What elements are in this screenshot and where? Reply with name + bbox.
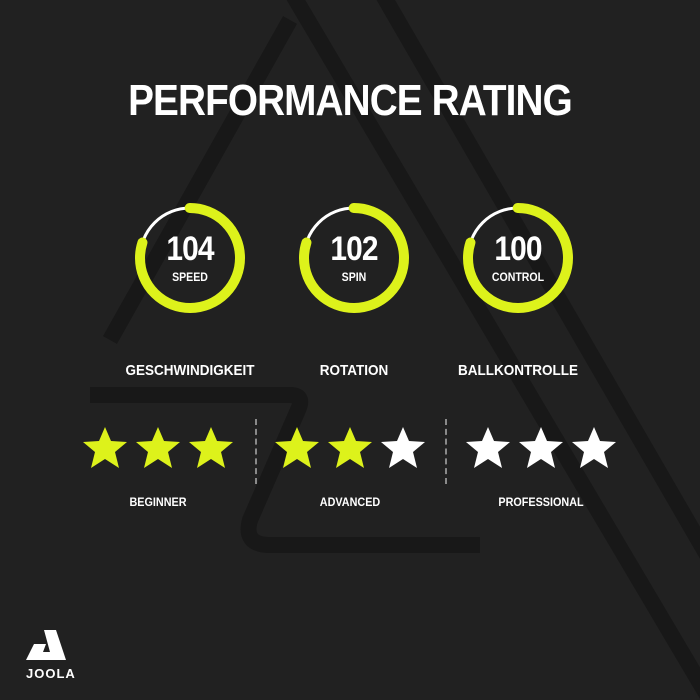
- logo-text: JOOLA: [26, 666, 76, 681]
- metric-category: ROTATION: [319, 362, 389, 379]
- ring-progress: [463, 203, 573, 314]
- divider: [445, 419, 447, 484]
- star-filled-icon: [188, 425, 234, 471]
- rating-ring: 100 CONTROL: [462, 202, 574, 314]
- rating-ring: 102 SPIN: [298, 202, 410, 314]
- star-filled-icon: [327, 425, 373, 471]
- metric-value: 102: [330, 230, 378, 268]
- ring-progress: [299, 203, 409, 314]
- divider: [255, 419, 257, 484]
- star-filled-icon: [135, 425, 181, 471]
- star-empty-icon: [571, 425, 617, 471]
- metric-value: 104: [166, 230, 214, 268]
- metric-label: CONTROL: [491, 270, 545, 284]
- ring-progress: [135, 203, 245, 314]
- level-label: ADVANCED: [319, 495, 381, 509]
- metric-category: BALLKONTROLLE: [457, 362, 578, 379]
- level-label: BEGINNER: [129, 495, 187, 509]
- metric-value: 100: [494, 230, 542, 268]
- star-empty-icon: [518, 425, 564, 471]
- level-label: PROFESSIONAL: [498, 495, 584, 509]
- page-title: PERFORMANCE RATING: [128, 76, 573, 125]
- star-filled-icon: [82, 425, 128, 471]
- star-empty-icon: [380, 425, 426, 471]
- rating-ring: 104 SPEED: [134, 202, 246, 314]
- star-filled-icon: [274, 425, 320, 471]
- metric-label: SPIN: [341, 270, 367, 284]
- joola-logo: JOOLA: [26, 630, 76, 681]
- star-empty-icon: [465, 425, 511, 471]
- metric-category: GESCHWINDIGKEIT: [125, 362, 255, 379]
- metric-label: SPEED: [172, 270, 208, 284]
